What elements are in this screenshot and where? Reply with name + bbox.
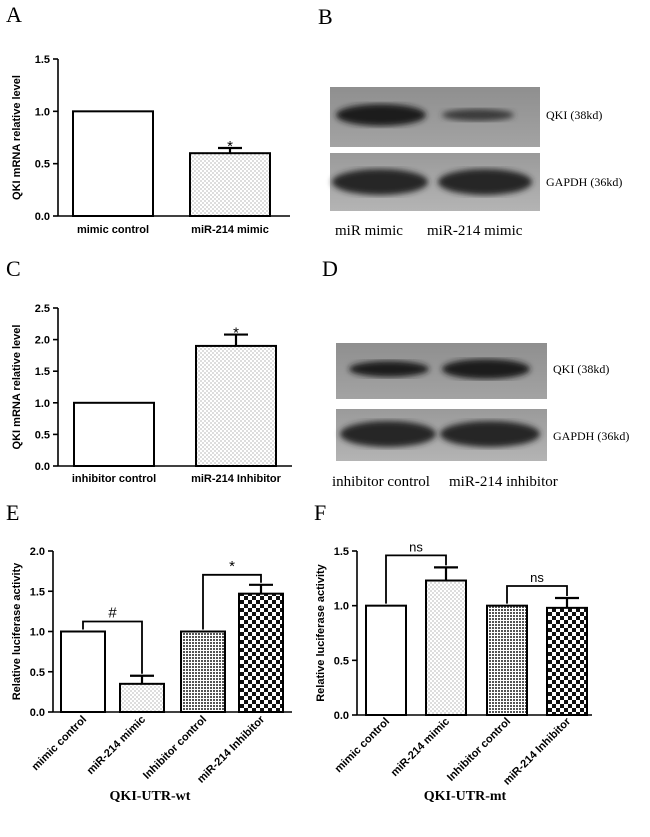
chart-e-ytick-label: 0.0 bbox=[30, 707, 45, 719]
chart-f-ytick-label: 0.5 bbox=[334, 655, 349, 667]
panel-letter-f: F bbox=[314, 500, 326, 525]
chart-a-qki-mrna-mimic: 0.0 0.5 1.0 1.5 QKI mRNA relative level mimic… bbox=[11, 54, 290, 236]
chart-f-category-label: mimic control bbox=[333, 716, 392, 775]
chart-c-ytick-label: 2.0 bbox=[35, 335, 50, 347]
panel-letter-c: C bbox=[6, 256, 21, 281]
blot-d-gapdh-label: GAPDH (36kd) bbox=[553, 429, 629, 443]
chart-f-category-label: miR-214 Inhibitor bbox=[501, 715, 574, 788]
chart-c-ytick-label: 0.5 bbox=[35, 429, 50, 441]
chart-f-bar bbox=[425, 579, 467, 717]
chart-e-bracket-label: # bbox=[108, 605, 117, 622]
chart-e-ytick-label: 2.0 bbox=[30, 546, 45, 558]
chart-c-category-label: inhibitor control bbox=[72, 473, 156, 485]
blot-d-gapdh-band-lane2 bbox=[440, 421, 540, 447]
chart-e-bar bbox=[60, 630, 106, 713]
blot-d-lane-label-1: inhibitor control bbox=[332, 474, 430, 490]
chart-a-category-label: miR-214 mimic bbox=[191, 224, 269, 236]
blot-b-lane-label-1: miR mimic bbox=[335, 223, 403, 239]
panel-letter-d: D bbox=[322, 256, 338, 281]
chart-e-bracket bbox=[202, 573, 262, 630]
chart-c-ylabel: QKI mRNA relative level bbox=[11, 325, 23, 450]
chart-e-bar bbox=[180, 630, 226, 713]
chart-e-category-label: mimic control bbox=[30, 714, 89, 773]
blot-b-lane-label-2: miR-214 mimic bbox=[427, 223, 523, 239]
chart-e-bracket bbox=[82, 620, 143, 674]
chart-e-luciferase-wt: 0.0 0.5 1.0 1.5 2.0 Relative luciferase activ… bbox=[11, 546, 292, 804]
chart-f-bar bbox=[486, 604, 528, 717]
chart-a-ytick-label: 1.0 bbox=[35, 106, 50, 118]
chart-a-ytick-label: 0.0 bbox=[35, 211, 50, 223]
blot-d-gapdh-band-lane1 bbox=[340, 421, 436, 447]
chart-e-ytick-label: 1.5 bbox=[30, 586, 45, 598]
chart-f-bracket bbox=[385, 554, 447, 604]
blot-d-qki-band-lane1 bbox=[349, 361, 429, 377]
chart-a-ytick-label: 0.5 bbox=[35, 159, 50, 171]
chart-c-significance-mark: * bbox=[233, 325, 239, 342]
panel-letter-e: E bbox=[6, 500, 19, 525]
blot-d-lane-label-2: miR-214 inhibitor bbox=[449, 474, 558, 490]
chart-f-ylabel: Relative luciferase activity bbox=[315, 563, 327, 701]
blot-d-qki-band-lane2 bbox=[442, 359, 530, 379]
chart-c-category-label: miR-214 Inhibitor bbox=[191, 473, 282, 485]
chart-f-bracket-label: ns bbox=[530, 570, 544, 585]
chart-e-bracket-label: * bbox=[229, 558, 235, 575]
chart-c-bar bbox=[195, 344, 277, 468]
chart-e-category-label: Inhibitor control bbox=[141, 714, 209, 782]
chart-a-bar bbox=[189, 152, 271, 217]
chart-e-bar bbox=[238, 592, 284, 713]
chart-f-category-label: Inhibitor control bbox=[445, 716, 513, 784]
western-blot-b: QKI (38kd) GAPDH (36kd) miR mimic miR-21… bbox=[330, 87, 622, 239]
panel-letter-a: A bbox=[6, 2, 22, 27]
chart-e-ytick-label: 1.0 bbox=[30, 627, 45, 639]
chart-c-ytick-label: 2.5 bbox=[35, 303, 50, 315]
panel-letter-b: B bbox=[318, 4, 333, 29]
chart-f-bar bbox=[365, 604, 407, 717]
chart-a-significance-mark: * bbox=[227, 138, 233, 155]
chart-a-ytick-label: 1.5 bbox=[35, 54, 50, 66]
blot-b-gapdh-label: GAPDH (36kd) bbox=[546, 175, 622, 189]
chart-a-bar bbox=[72, 110, 154, 217]
chart-c-bar bbox=[73, 401, 155, 467]
blot-b-qki-band-lane2 bbox=[442, 109, 514, 121]
chart-f-bar bbox=[546, 606, 588, 716]
blot-b-qki-label: QKI (38kd) bbox=[546, 108, 602, 122]
chart-a-ylabel: QKI mRNA relative level bbox=[11, 75, 23, 200]
blot-b-gapdh-band-lane1 bbox=[332, 169, 428, 195]
chart-f-ytick-label: 0.0 bbox=[334, 710, 349, 722]
chart-e-bar bbox=[119, 682, 165, 714]
chart-f-bracket bbox=[506, 585, 568, 604]
chart-f-ytick-label: 1.5 bbox=[334, 546, 349, 558]
chart-c-ytick-label: 0.0 bbox=[35, 461, 50, 473]
blot-d-qki-label: QKI (38kd) bbox=[553, 362, 609, 376]
chart-c-qki-mrna-inhibitor: 0.0 0.5 1.0 1.5 2.0 2.5 QKI mRNA relative leve… bbox=[11, 303, 292, 485]
chart-e-category-label: miR-214 mimic bbox=[85, 714, 148, 777]
chart-e-ylabel: Relative luciferase activity bbox=[11, 562, 23, 700]
chart-f-ytick-label: 1.0 bbox=[334, 601, 349, 613]
chart-f-luciferase-mt: 0.0 0.5 1.0 1.5 Relative luciferase activity… bbox=[315, 539, 592, 804]
chart-e-ytick-label: 0.5 bbox=[30, 667, 45, 679]
western-blot-d: QKI (38kd) GAPDH (36kd) inhibitor contro… bbox=[332, 343, 629, 490]
chart-a-category-label: mimic control bbox=[77, 224, 149, 236]
chart-f-category-label: miR-214 mimic bbox=[389, 716, 452, 779]
blot-b-qki-band-lane1 bbox=[336, 104, 426, 126]
chart-f-bracket-label: ns bbox=[409, 539, 423, 554]
blot-b-gapdh-band-lane2 bbox=[438, 169, 532, 195]
chart-c-ytick-label: 1.0 bbox=[35, 398, 50, 410]
chart-e-title: QKI-UTR-wt bbox=[110, 789, 191, 804]
chart-f-title: QKI-UTR-mt bbox=[424, 789, 507, 804]
chart-c-ytick-label: 1.5 bbox=[35, 366, 50, 378]
